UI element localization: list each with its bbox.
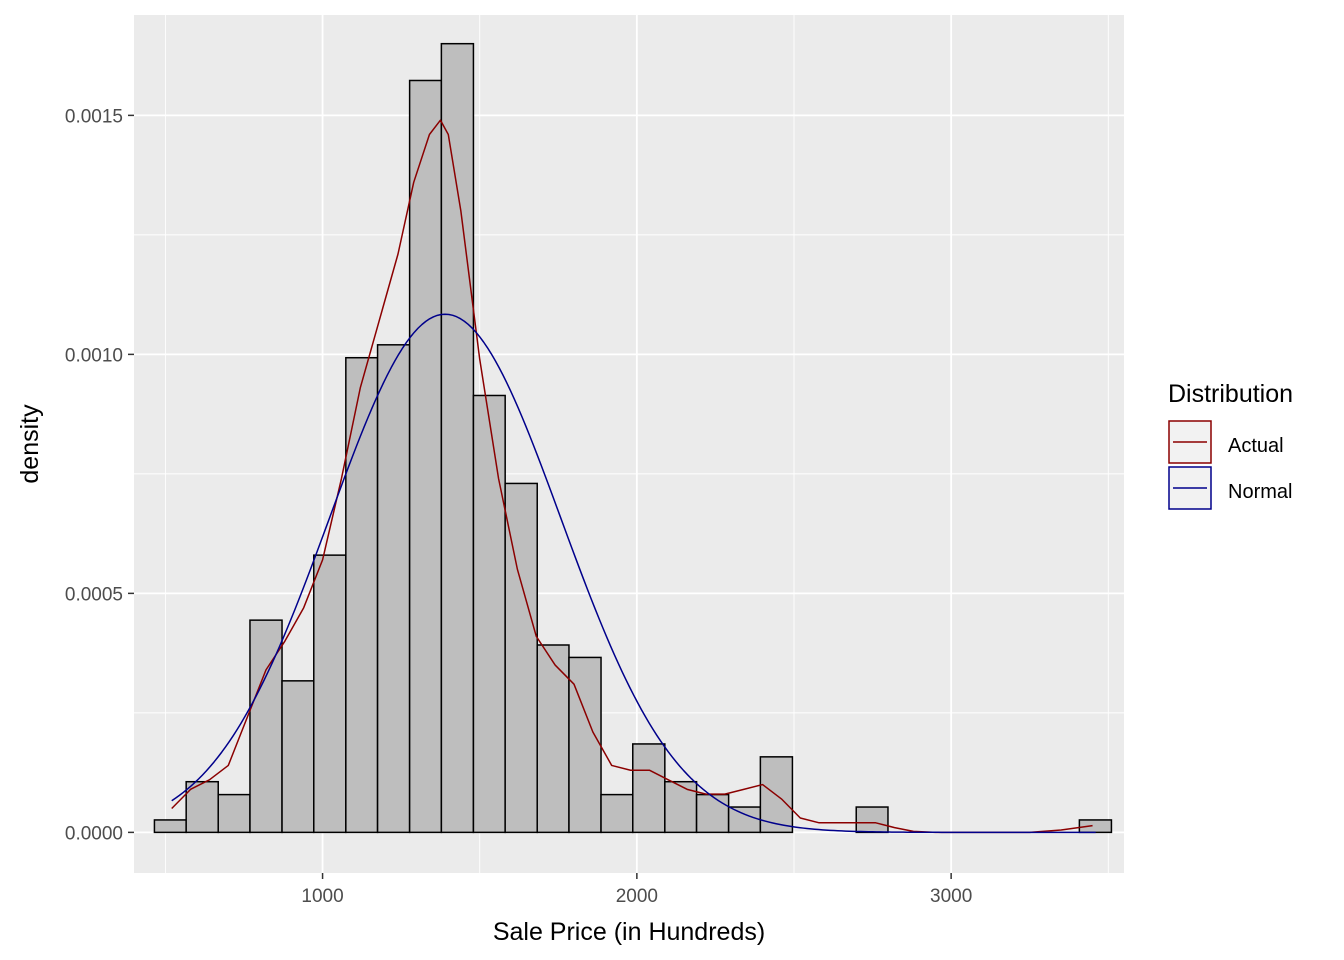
y-tick-label: 0.0005 [65,584,123,605]
histogram-bars [153,42,1113,834]
histogram-bar [664,780,698,834]
series-line-actual [171,119,1093,834]
legend-title: Distribution [1168,380,1293,408]
y-tick-label: 0.0015 [65,106,123,127]
legend-item-normal: Normal [1168,466,1292,510]
histogram-bar [600,793,634,834]
y-axis-title: density [16,404,44,484]
histogram-bar [281,680,315,834]
y-tick-label: 0.0010 [65,345,123,366]
histogram-bar [249,619,283,834]
x-tick-label: 3000 [930,886,972,907]
y-axis: 0.0000 0.0005 0.0010 0.0015 [65,106,134,844]
histogram-bar [185,780,219,834]
histogram-bar [472,394,506,834]
histogram-bar [153,819,187,834]
x-axis: 1000 2000 3000 [301,873,972,907]
x-axis-title: Sale Price (in Hundreds) [493,918,765,946]
histogram-bar [695,793,730,834]
histogram-bar [376,344,411,834]
histogram-bar [504,482,538,834]
x-tick-label: 1000 [301,886,343,907]
legend-item-actual: Actual [1168,420,1284,464]
series-line-normal [171,313,1096,834]
histogram-bar [313,554,347,834]
legend-label-normal: Normal [1228,481,1292,503]
histogram-bar [408,79,443,834]
density-lines [171,119,1096,834]
histogram-bar [345,356,379,834]
y-tick-label: 0.0000 [65,823,123,844]
legend-label-actual: Actual [1228,435,1284,457]
legend: Distribution Actual Normal [1168,380,1293,510]
histogram-bar [217,793,251,834]
histogram-bar [440,42,475,834]
x-tick-label: 2000 [616,886,658,907]
histogram-bar [727,806,762,834]
histogram-bar [855,806,889,834]
histogram-bar [632,743,666,834]
histogram-bar [536,644,570,834]
